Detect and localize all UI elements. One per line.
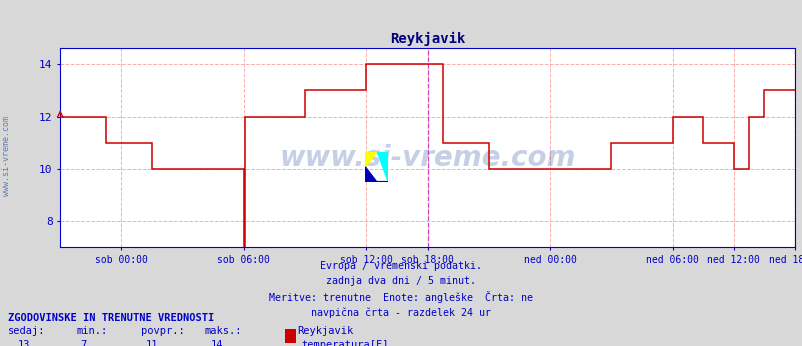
Text: 14: 14: [210, 340, 223, 346]
Text: 13: 13: [18, 340, 30, 346]
Polygon shape: [376, 152, 387, 182]
Text: sedaj:: sedaj:: [8, 326, 46, 336]
Text: Reykjavik: Reykjavik: [297, 326, 353, 336]
Text: www.si-vreme.com: www.si-vreme.com: [279, 144, 575, 172]
Text: povpr.:: povpr.:: [140, 326, 184, 336]
Text: 11: 11: [146, 340, 159, 346]
Text: www.si-vreme.com: www.si-vreme.com: [2, 116, 11, 196]
Title: Reykjavik: Reykjavik: [390, 32, 464, 46]
Text: min.:: min.:: [76, 326, 107, 336]
Text: Evropa / vremenski podatki.
zadnja dva dni / 5 minut.
Meritve: trenutne  Enote: : Evropa / vremenski podatki. zadnja dva d…: [269, 261, 533, 318]
Text: temperatura[F]: temperatura[F]: [301, 340, 388, 346]
Text: 7: 7: [80, 340, 87, 346]
Polygon shape: [365, 152, 376, 167]
Text: ZGODOVINSKE IN TRENUTNE VREDNOSTI: ZGODOVINSKE IN TRENUTNE VREDNOSTI: [8, 313, 214, 323]
Polygon shape: [365, 167, 387, 182]
Text: maks.:: maks.:: [205, 326, 242, 336]
